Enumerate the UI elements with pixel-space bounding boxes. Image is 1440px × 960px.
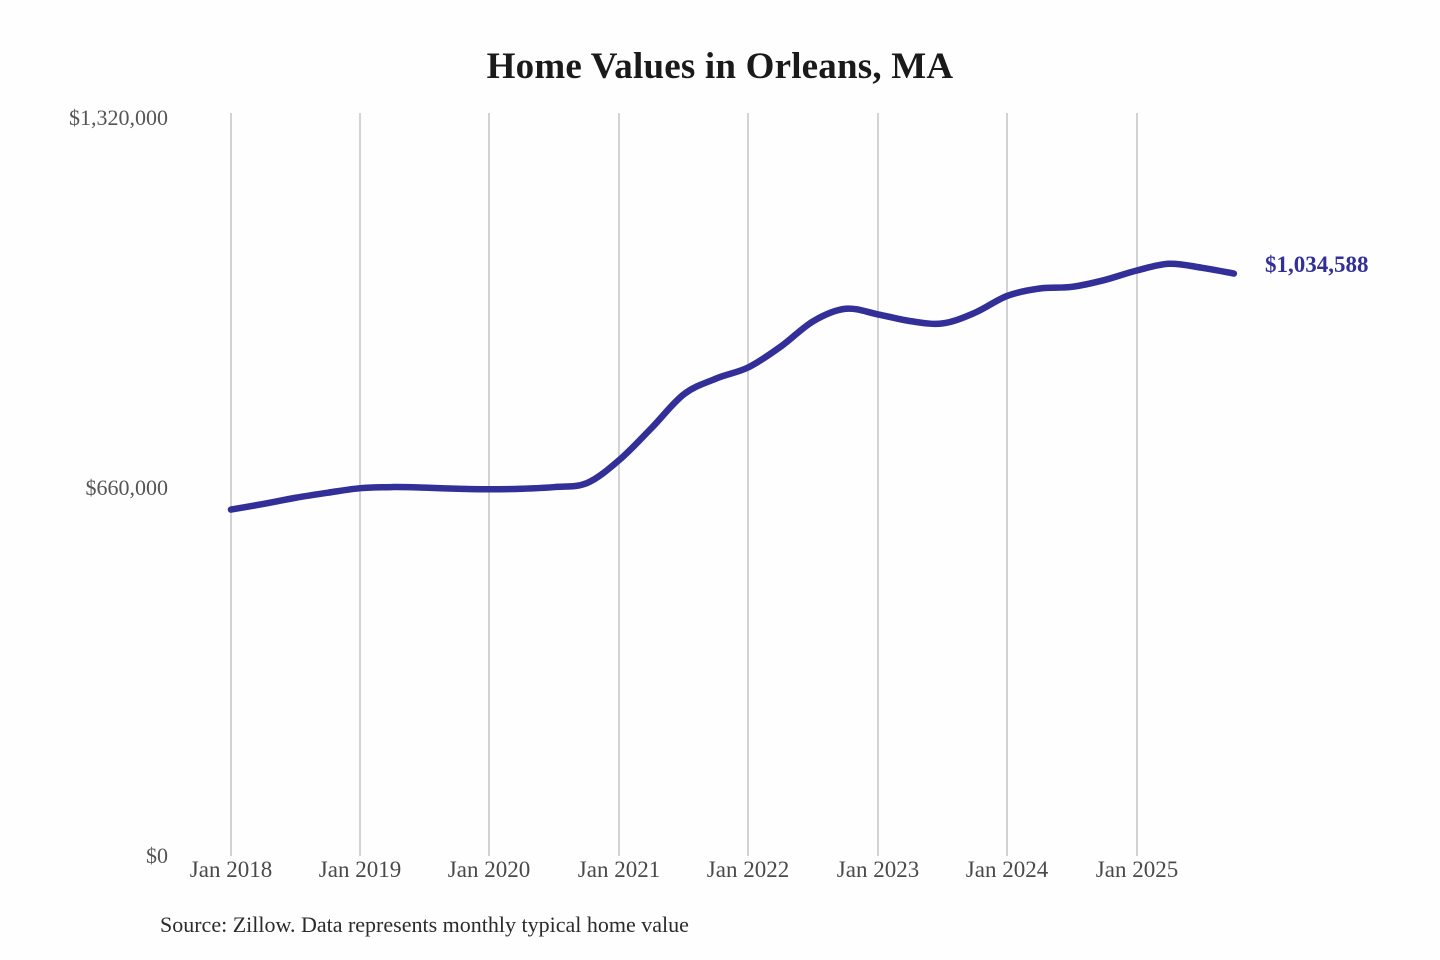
x-axis-tick-label-jan-2025: Jan 2025 [1095, 857, 1179, 882]
x-axis-tick-label-jan-2020: Jan 2020 [447, 857, 531, 882]
y-axis-tick-label-middle: $660,000 [85, 475, 169, 500]
endpoint-value-annotation: $1,034,588 [1265, 252, 1369, 277]
x-axis-tick-label-jan-2023: Jan 2023 [836, 857, 920, 882]
x-axis-tick-label-jan-2018: Jan 2018 [189, 857, 273, 882]
x-axis-tick-label-jan-2022: Jan 2022 [706, 857, 790, 882]
x-axis-tick-label-jan-2019: Jan 2019 [318, 857, 402, 882]
x-axis-tick-label-jan-2024: Jan 2024 [965, 857, 1049, 882]
x-axis-tick-label-jan-2021: Jan 2021 [577, 857, 661, 882]
gridlines-group [230, 113, 1138, 856]
y-axis-tick-label-top: $1,320,000 [69, 105, 168, 130]
chart-title: Home Values in Orleans, MA [486, 46, 954, 87]
source-note: Source: Zillow. Data represents monthly … [160, 912, 689, 937]
data-line-typical-home-value [227, 260, 1238, 513]
y-axis-tick-label-bottom: $0 [146, 843, 168, 868]
